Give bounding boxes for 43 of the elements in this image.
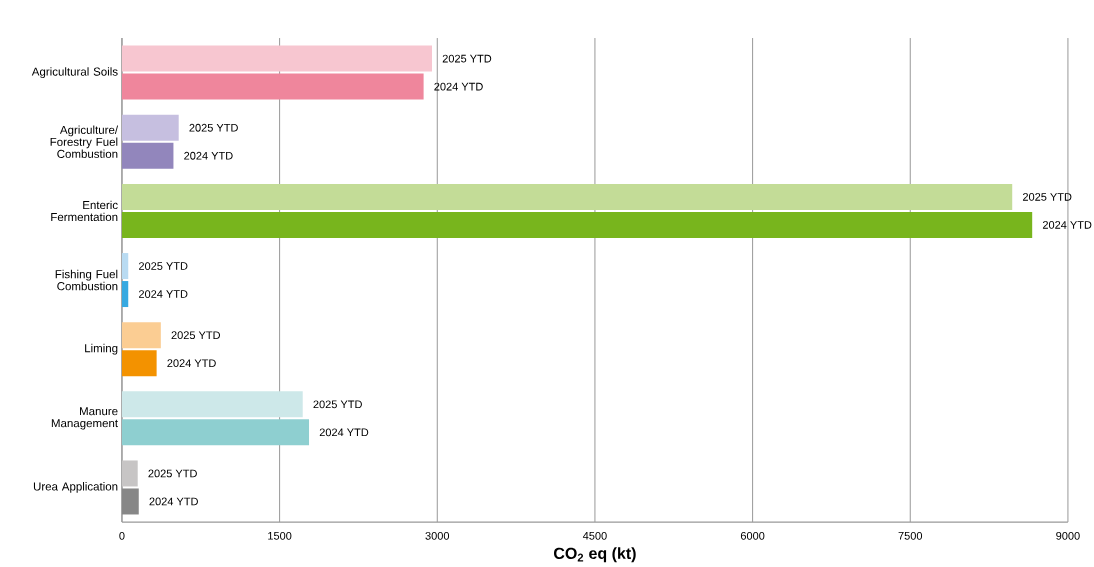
bar bbox=[121, 350, 157, 377]
x-tick-label: 4500 bbox=[582, 531, 607, 540]
x-tick-label: 6000 bbox=[740, 531, 765, 540]
bar bbox=[121, 73, 424, 100]
bar bbox=[121, 211, 1033, 238]
bar bbox=[121, 281, 129, 308]
bar bbox=[121, 460, 138, 487]
y-tick-label: Agricultural Soils bbox=[31, 67, 118, 78]
bar bbox=[121, 45, 433, 72]
bar bbox=[121, 391, 303, 418]
x-tick-label: 1500 bbox=[268, 531, 292, 540]
text: 2024 YTD bbox=[434, 82, 483, 91]
text: 2025 YTD bbox=[189, 123, 238, 132]
text: 2024 YTD bbox=[167, 359, 216, 368]
text: 2025 YTD bbox=[313, 400, 362, 409]
x-tick-label: 0 bbox=[119, 531, 125, 540]
y-tick-label: Manure Management bbox=[51, 407, 118, 430]
bar bbox=[121, 419, 310, 446]
x-tick-label: 3000 bbox=[425, 531, 450, 540]
y-tick-label: Urea Application bbox=[33, 482, 118, 493]
x-tick-label: 9000 bbox=[1056, 531, 1080, 540]
bar bbox=[121, 142, 174, 169]
text: 2025 YTD bbox=[1022, 193, 1072, 201]
text: 2024 YTD bbox=[138, 290, 188, 298]
bar bbox=[121, 253, 129, 280]
bar bbox=[121, 322, 161, 349]
text: 2024 YTD bbox=[184, 151, 233, 160]
y-tick-label: Liming bbox=[85, 343, 118, 355]
series-label: 2025 YTD bbox=[171, 331, 221, 340]
bar bbox=[121, 488, 139, 515]
text: 2024 YTD bbox=[319, 428, 369, 437]
series-label: 2024 YTD bbox=[149, 497, 198, 506]
y-tick-label: Fishing Fuel Combustion bbox=[55, 269, 118, 291]
bar bbox=[121, 183, 1013, 210]
text: 2025 YTD bbox=[138, 262, 188, 270]
x-axis-title: CO$_{2}$ eq (kt) bbox=[554, 547, 636, 563]
text: 2025 YTD bbox=[442, 54, 492, 63]
bar bbox=[121, 114, 179, 141]
x-tick-label: 7500 bbox=[898, 531, 923, 540]
y-tick-label: Agriculture/ Forestry Fuel Combustion bbox=[50, 125, 119, 158]
y-tick-label: Enteric Fermentation bbox=[51, 200, 118, 222]
text: 2025 YTD bbox=[148, 469, 197, 478]
text: 2024 YTD bbox=[1042, 221, 1092, 229]
